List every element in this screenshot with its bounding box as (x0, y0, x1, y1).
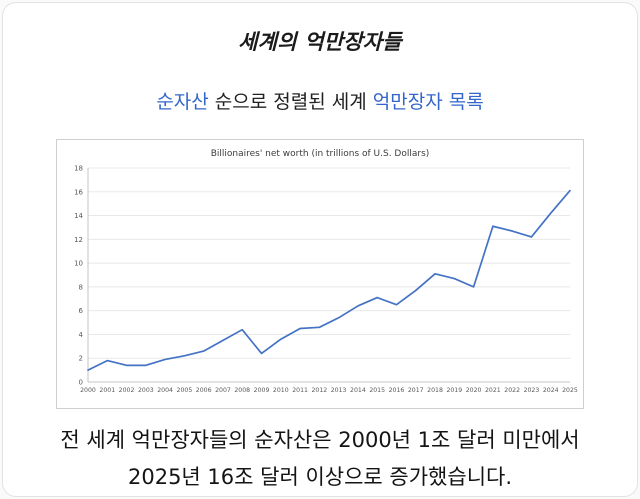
svg-text:14: 14 (74, 212, 83, 220)
svg-text:2025: 2025 (562, 387, 578, 394)
svg-text:0: 0 (79, 379, 83, 387)
svg-text:2019: 2019 (446, 387, 462, 394)
svg-text:2024: 2024 (543, 387, 559, 394)
chart-caption: 전 세계 억만장자들의 순자산은 2000년 1조 달러 미만에서 2025년 … (3, 422, 637, 496)
subtitle-middle-text: 순으로 정렬된 세계 (208, 91, 373, 113)
page-title: 세계의 억만장자들 (238, 30, 402, 54)
subtitle-link-billionaire-list[interactable]: 억만장자 목록 (372, 91, 484, 113)
svg-text:12: 12 (74, 236, 83, 244)
svg-text:2009: 2009 (254, 387, 270, 394)
svg-text:2006: 2006 (196, 387, 212, 394)
svg-text:2011: 2011 (292, 387, 308, 394)
svg-text:2013: 2013 (331, 387, 347, 394)
chart-card: Billionaires' net worth (in trillions of… (56, 139, 584, 409)
svg-text:16: 16 (74, 188, 83, 196)
svg-text:2002: 2002 (119, 387, 135, 394)
svg-text:2014: 2014 (350, 387, 366, 394)
svg-text:2017: 2017 (408, 387, 424, 394)
svg-text:2018: 2018 (427, 387, 443, 394)
svg-text:2000: 2000 (80, 387, 96, 394)
svg-text:2010: 2010 (273, 387, 289, 394)
svg-text:18: 18 (74, 165, 83, 173)
svg-text:2016: 2016 (389, 387, 405, 394)
svg-text:6: 6 (79, 307, 84, 315)
svg-text:4: 4 (79, 331, 84, 339)
subtitle-link-networth[interactable]: 순자산 (156, 91, 209, 113)
svg-text:8: 8 (79, 283, 83, 291)
svg-text:2012: 2012 (311, 387, 327, 394)
svg-text:2007: 2007 (215, 387, 231, 394)
svg-text:2020: 2020 (466, 387, 482, 394)
svg-text:2022: 2022 (504, 387, 520, 394)
svg-text:10: 10 (74, 260, 83, 268)
svg-text:2023: 2023 (524, 387, 540, 394)
svg-text:2001: 2001 (99, 387, 115, 394)
svg-text:2008: 2008 (234, 387, 250, 394)
svg-text:2003: 2003 (138, 387, 154, 394)
chart-title: Billionaires' net worth (in trillions of… (210, 149, 430, 159)
svg-text:2015: 2015 (369, 387, 385, 394)
svg-text:2: 2 (79, 355, 83, 363)
svg-text:2005: 2005 (177, 387, 193, 394)
svg-text:2021: 2021 (485, 387, 501, 394)
caption-line1: 전 세계 억만장자들의 순자산은 2000년 1조 달러 미만에서 (60, 428, 580, 452)
caption-line2: 2025년 16조 달러 이상으로 증가했습니다. (127, 465, 513, 489)
svg-text:2004: 2004 (157, 387, 173, 394)
page-subtitle: 순자산 순으로 정렬된 세계 억만장자 목록 (3, 87, 637, 114)
